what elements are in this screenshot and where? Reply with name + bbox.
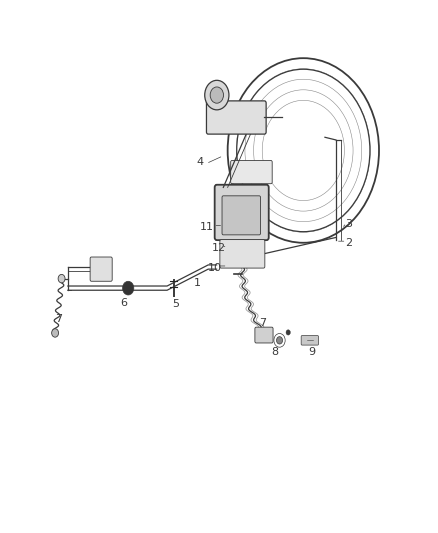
Text: 12: 12 [212, 243, 226, 253]
FancyBboxPatch shape [231, 160, 272, 184]
Circle shape [58, 274, 65, 283]
Text: 11: 11 [200, 222, 214, 232]
FancyBboxPatch shape [301, 336, 318, 345]
FancyBboxPatch shape [206, 101, 266, 134]
Text: 3: 3 [345, 219, 352, 229]
Text: 5: 5 [172, 300, 179, 310]
FancyBboxPatch shape [220, 240, 265, 268]
FancyBboxPatch shape [90, 257, 112, 281]
FancyBboxPatch shape [255, 327, 273, 343]
Text: 6: 6 [120, 298, 127, 309]
Text: 7: 7 [56, 314, 63, 324]
Circle shape [276, 337, 283, 344]
FancyBboxPatch shape [215, 185, 269, 240]
Circle shape [52, 329, 59, 337]
Text: 2: 2 [345, 238, 352, 248]
Circle shape [205, 80, 229, 110]
Circle shape [210, 87, 223, 103]
Text: 8: 8 [272, 347, 279, 357]
Text: 9: 9 [308, 347, 315, 357]
Text: 7: 7 [259, 318, 266, 328]
FancyBboxPatch shape [222, 196, 261, 235]
Circle shape [123, 281, 134, 295]
Text: 4: 4 [196, 157, 203, 167]
Circle shape [286, 330, 290, 335]
Text: 10: 10 [208, 263, 222, 272]
Text: 1: 1 [194, 278, 201, 288]
